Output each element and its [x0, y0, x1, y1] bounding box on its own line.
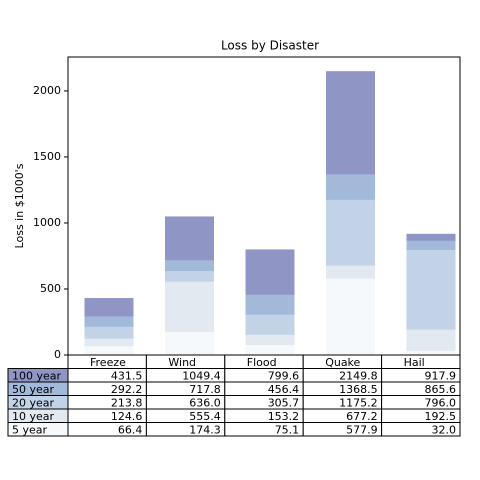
table-value: 917.9 [425, 369, 457, 382]
table-value: 174.3 [189, 423, 221, 436]
row-label: 10 year [12, 410, 55, 423]
bar [406, 329, 456, 355]
table-value: 796.0 [425, 396, 457, 409]
table-value: 192.5 [425, 410, 457, 423]
table-value: 305.7 [268, 396, 300, 409]
bar [245, 345, 295, 355]
table-value: 456.4 [268, 383, 300, 396]
table-header: Freeze [90, 356, 126, 369]
row-label: 5 year [12, 423, 48, 436]
table-value: 213.8 [111, 396, 143, 409]
table-header: Quake [325, 356, 360, 369]
table-value: 124.6 [111, 410, 143, 423]
table-value: 717.8 [189, 383, 221, 396]
table-value: 677.2 [346, 410, 378, 423]
bar [326, 278, 375, 355]
chart-title: Loss by Disaster [221, 39, 319, 53]
table-value: 577.9 [346, 423, 378, 436]
y-tick-label: 1000 [33, 216, 61, 229]
table-value: 292.2 [111, 383, 143, 396]
row-label: 100 year [12, 369, 62, 382]
table-value: 555.4 [189, 410, 221, 423]
bar [84, 346, 134, 355]
table-value: 799.6 [268, 369, 300, 382]
row-label: 50 year [12, 383, 55, 396]
table-value: 865.6 [425, 383, 457, 396]
table-value: 636.0 [189, 396, 221, 409]
table-value: 32.0 [432, 423, 457, 436]
bar [165, 331, 214, 355]
y-axis-label: Loss in $1000's [13, 163, 26, 248]
table-value: 75.1 [275, 423, 300, 436]
row-label: 20 year [12, 396, 55, 409]
y-tick-label: 2000 [33, 84, 61, 97]
table-header: Hail [404, 356, 425, 369]
y-tick-label: 500 [40, 282, 61, 295]
table-value: 153.2 [268, 410, 300, 423]
y-tick-label: 1500 [33, 150, 61, 163]
y-tick-label: 0 [54, 348, 61, 361]
table-value: 1368.5 [339, 383, 378, 396]
table-value: 2149.8 [339, 369, 378, 382]
table-cell [381, 422, 461, 437]
table-value: 431.5 [111, 369, 143, 382]
table-value: 66.4 [118, 423, 143, 436]
table-header: Flood [247, 356, 277, 369]
table-header: Wind [168, 356, 196, 369]
bar [406, 350, 456, 355]
table-value: 1175.2 [339, 396, 378, 409]
table-value: 1049.4 [182, 369, 221, 382]
